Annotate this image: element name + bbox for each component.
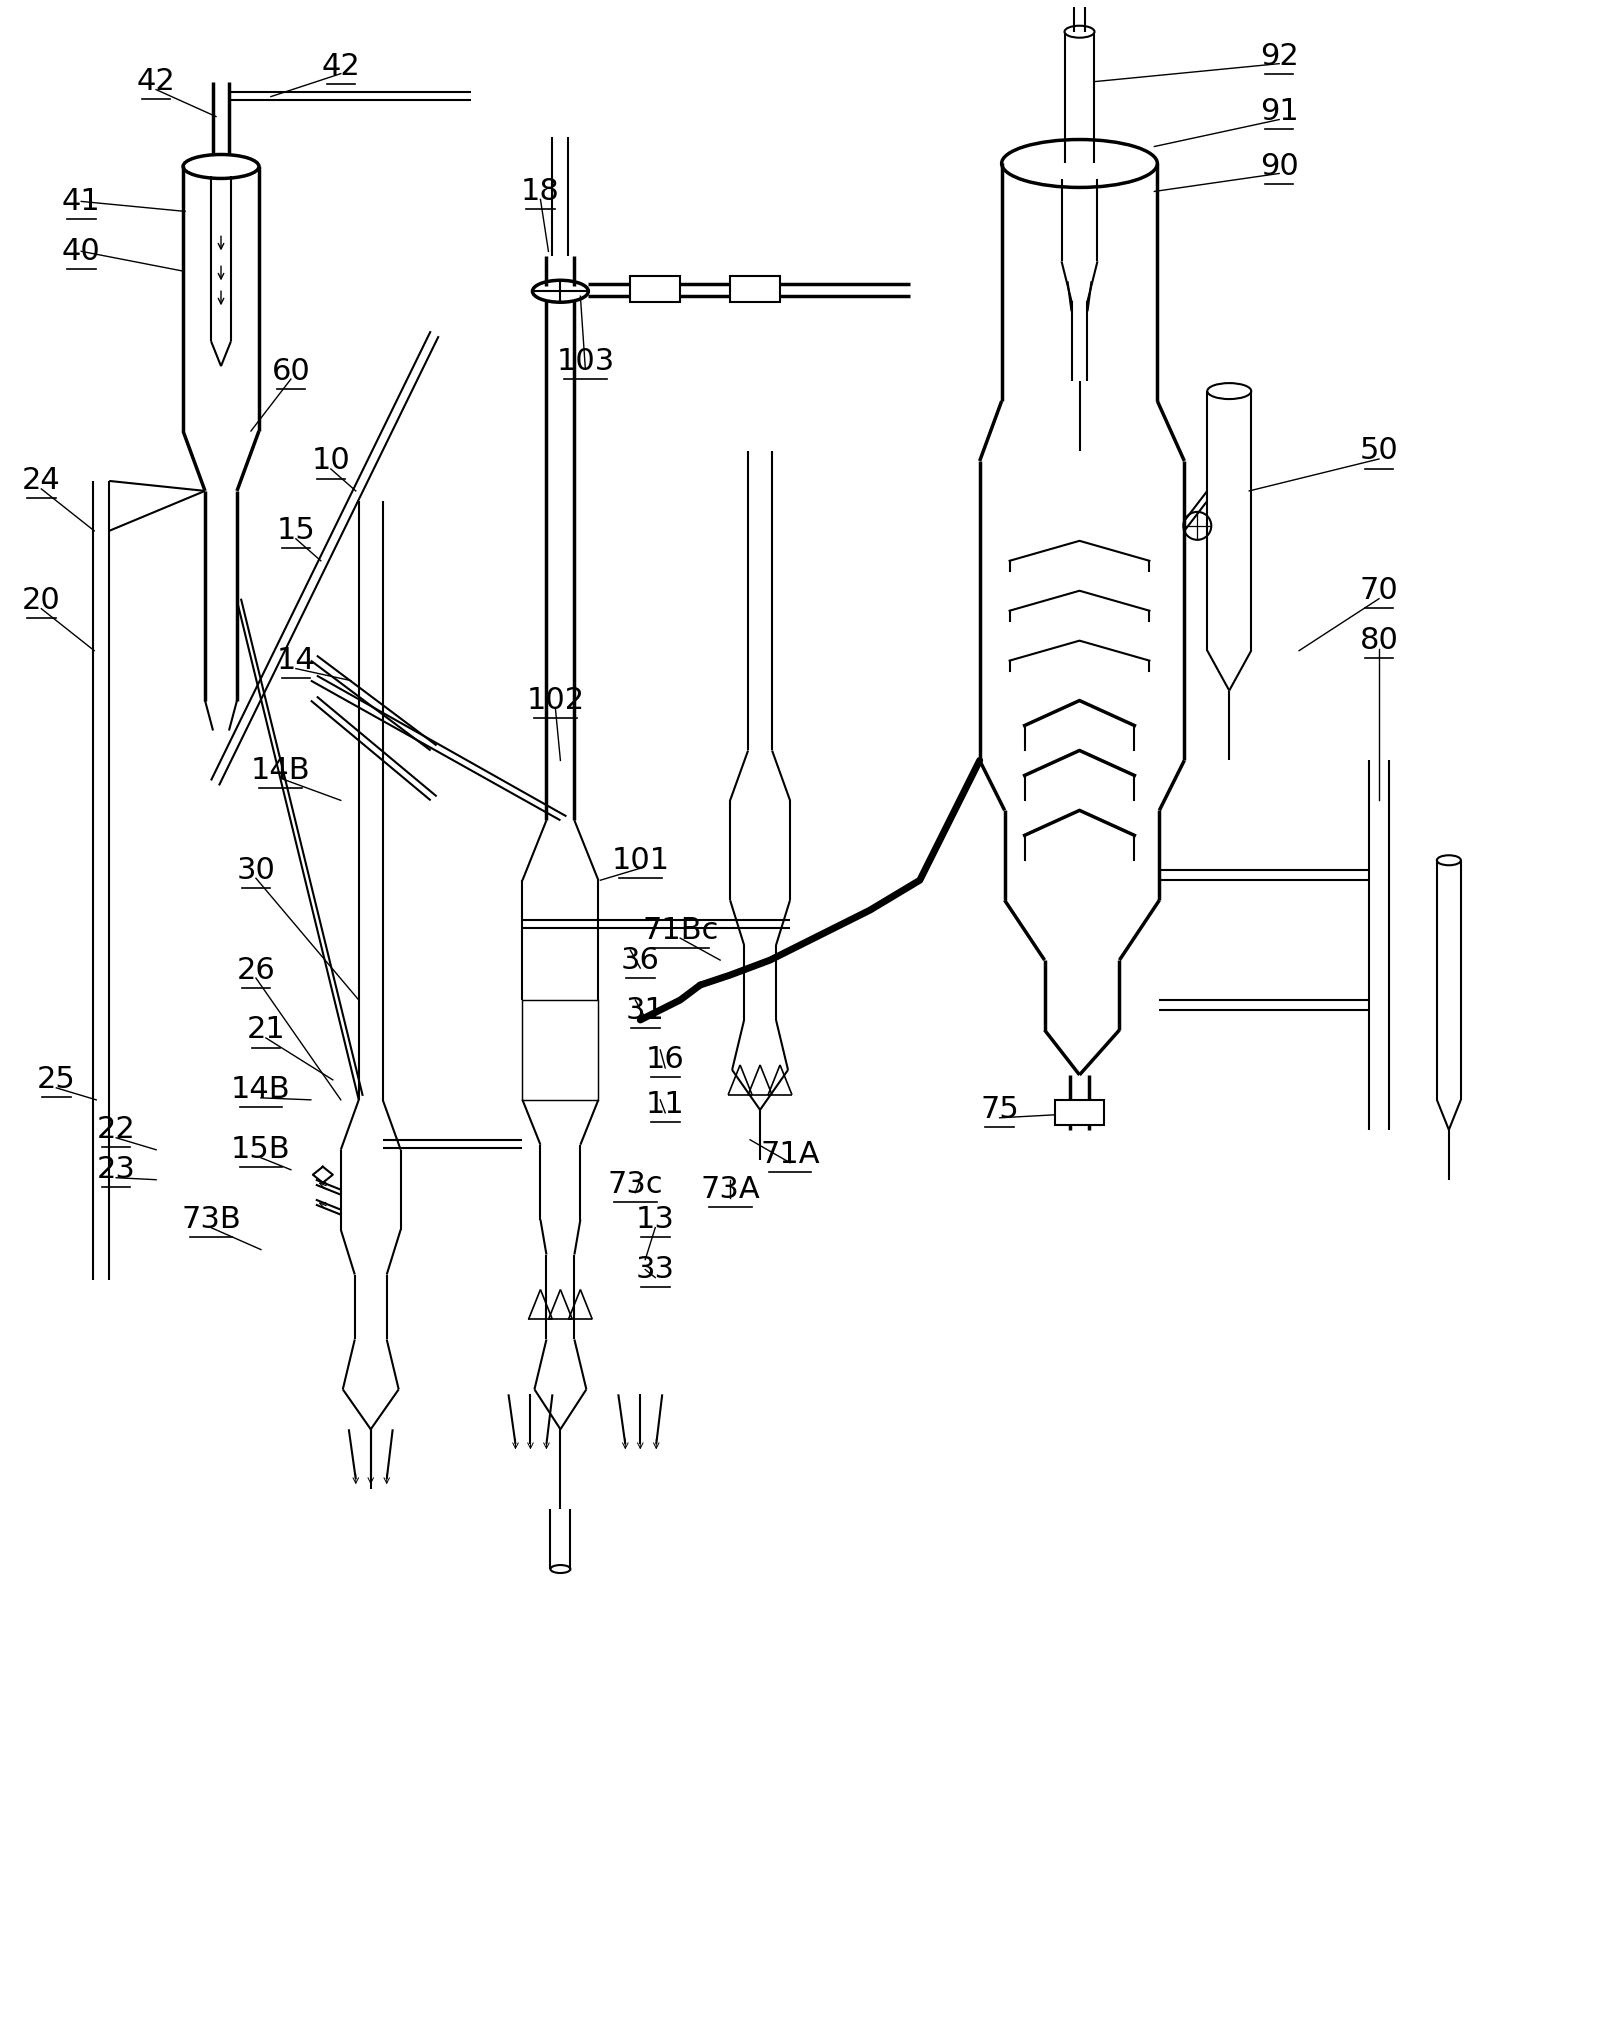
- Text: 10: 10: [311, 446, 350, 476]
- Ellipse shape: [1065, 26, 1094, 38]
- Text: 22: 22: [97, 1114, 136, 1145]
- Text: 13: 13: [636, 1205, 674, 1234]
- Text: 15: 15: [276, 517, 315, 545]
- Text: 14B: 14B: [232, 1076, 291, 1104]
- Bar: [522, 1001, 599, 1100]
- Text: 50: 50: [1359, 436, 1399, 466]
- Text: 25: 25: [37, 1066, 75, 1094]
- Text: 36: 36: [621, 946, 660, 975]
- Text: 91: 91: [1260, 97, 1298, 126]
- Text: 90: 90: [1260, 152, 1298, 180]
- Ellipse shape: [1001, 140, 1158, 188]
- Text: 41: 41: [62, 186, 101, 217]
- Text: 60: 60: [271, 357, 310, 385]
- Text: 31: 31: [626, 995, 664, 1025]
- Text: 24: 24: [22, 466, 61, 496]
- Text: 71Bc: 71Bc: [642, 916, 719, 944]
- Text: 23: 23: [97, 1155, 136, 1185]
- Text: 71A: 71A: [760, 1141, 819, 1169]
- Text: 80: 80: [1359, 626, 1399, 654]
- Text: 16: 16: [645, 1045, 685, 1074]
- Ellipse shape: [184, 154, 259, 178]
- Text: 101: 101: [612, 845, 669, 875]
- Text: 26: 26: [236, 956, 275, 985]
- Text: 70: 70: [1359, 575, 1399, 606]
- Text: 42: 42: [137, 67, 176, 95]
- Bar: [730, 276, 779, 302]
- Text: 15B: 15B: [232, 1135, 291, 1165]
- Text: 14B: 14B: [251, 756, 311, 784]
- Text: 75: 75: [981, 1096, 1019, 1124]
- Text: 21: 21: [246, 1015, 286, 1045]
- Text: 30: 30: [236, 855, 275, 885]
- Text: 14: 14: [276, 646, 315, 675]
- Text: 103: 103: [556, 346, 615, 375]
- Ellipse shape: [1437, 855, 1461, 865]
- Text: 20: 20: [22, 586, 61, 616]
- Text: 42: 42: [321, 53, 361, 81]
- Text: 73c: 73c: [607, 1171, 663, 1199]
- Text: 92: 92: [1260, 43, 1298, 71]
- Text: 102: 102: [527, 687, 585, 715]
- Bar: [631, 276, 680, 302]
- Text: 73A: 73A: [699, 1175, 760, 1203]
- Bar: [1054, 1100, 1105, 1124]
- Text: 40: 40: [62, 237, 101, 265]
- Text: 33: 33: [636, 1254, 676, 1284]
- Text: 11: 11: [645, 1090, 685, 1118]
- Ellipse shape: [1207, 383, 1250, 399]
- Text: 18: 18: [521, 176, 561, 207]
- Text: 73B: 73B: [180, 1205, 241, 1234]
